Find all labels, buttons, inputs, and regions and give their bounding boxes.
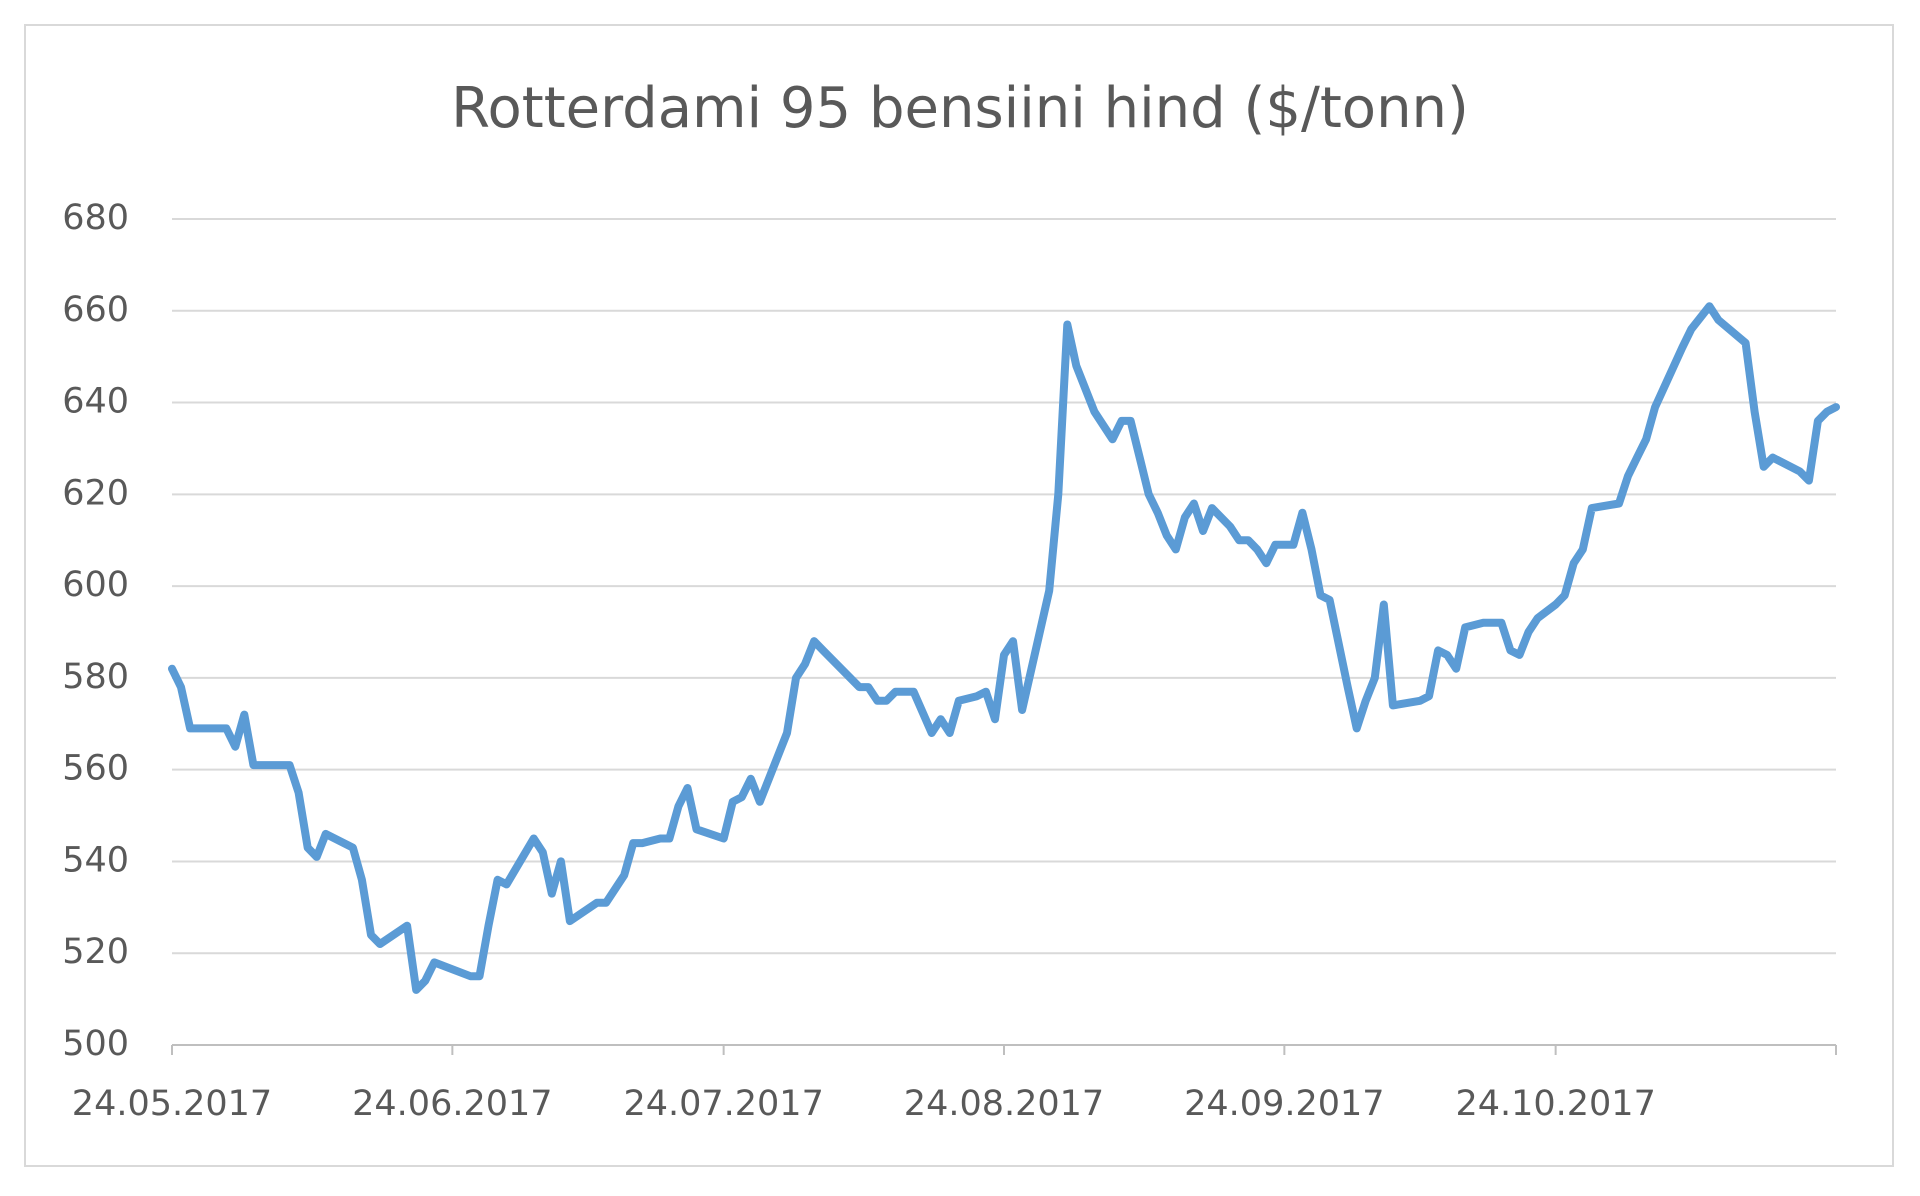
y-tick-label: 500	[62, 1024, 129, 1064]
chart-border	[24, 24, 1894, 1167]
y-tick-label: 620	[62, 473, 129, 513]
x-tick-label: 24.08.2017	[904, 1084, 1104, 1124]
chart-title: Rotterdami 95 bensiini hind ($/tonn)	[451, 76, 1469, 141]
x-tick-label: 24.06.2017	[352, 1084, 552, 1124]
y-tick-label: 560	[62, 749, 129, 789]
y-tick-label: 520	[62, 932, 129, 972]
y-tick-label: 640	[62, 382, 129, 422]
y-tick-label: 660	[62, 290, 129, 330]
y-tick-label: 600	[62, 565, 129, 605]
x-tick-label: 24.05.2017	[72, 1084, 272, 1124]
line-series	[168, 302, 1840, 994]
x-tick-label: 24.10.2017	[1455, 1084, 1655, 1124]
y-tick-label: 680	[62, 198, 129, 238]
y-tick-label: 580	[62, 657, 129, 697]
y-tick-label: 540	[62, 840, 129, 880]
x-tick-label: 24.07.2017	[623, 1084, 823, 1124]
x-tick-label: 24.09.2017	[1184, 1084, 1384, 1124]
